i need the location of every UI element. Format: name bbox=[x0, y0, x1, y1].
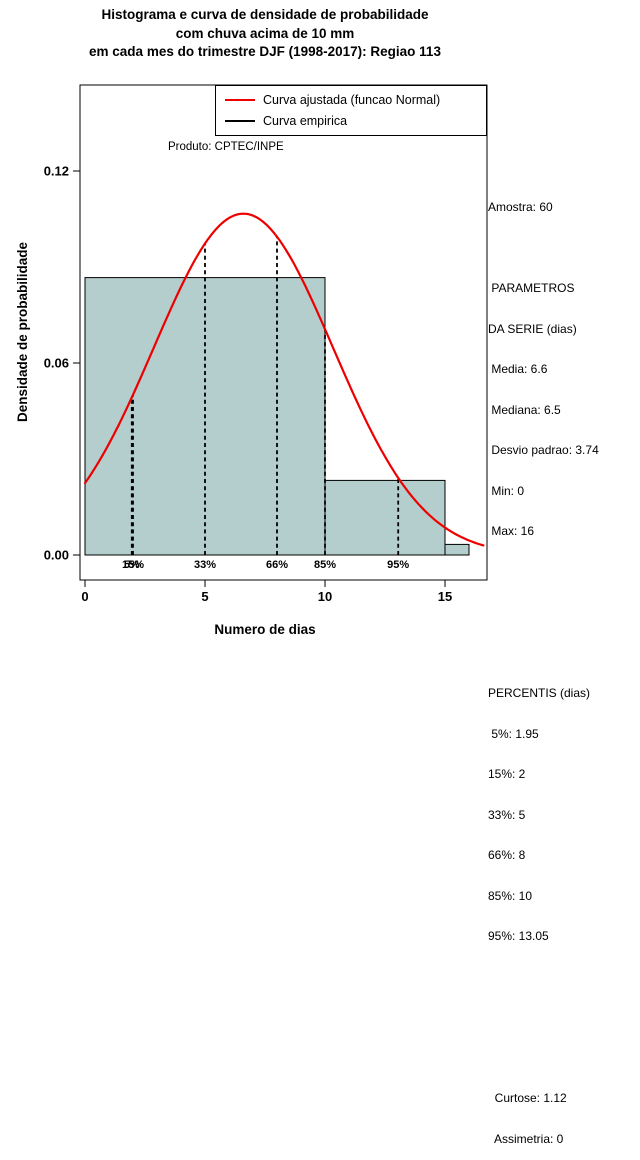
stats-line-p5: 5%: 1.95 bbox=[488, 726, 539, 741]
x-tick-label: 0 bbox=[81, 589, 88, 604]
stats-panel: Amostra: 60 PARAMETROS DA SERIE (dias) M… bbox=[488, 174, 599, 1160]
stats-line-blank bbox=[488, 242, 599, 256]
title-line-2: com chuva acima de 10 mm bbox=[175, 25, 355, 41]
y-tick-label: 0.00 bbox=[44, 548, 69, 563]
stats-line-blank bbox=[488, 606, 599, 620]
percentile-label: 85% bbox=[314, 559, 336, 571]
empirical-curve-label: Curva empirica bbox=[263, 114, 348, 128]
stats-line-blank bbox=[488, 566, 599, 580]
stats-line-p15: 15%: 2 bbox=[488, 767, 526, 781]
legend-item-fitted-curve: Curva ajustada (funcao Normal) bbox=[225, 93, 486, 107]
stats-line-max: Max: 16 bbox=[488, 524, 535, 538]
stats-line-min: Min: 0 bbox=[488, 483, 525, 498]
percentile-label: 15% bbox=[122, 559, 144, 571]
x-tick-label: 10 bbox=[318, 589, 332, 604]
legend-item-empirical-curve: Curva empirica bbox=[225, 114, 486, 128]
histogram-bar bbox=[324, 479, 446, 556]
y-tick-label: 0.06 bbox=[44, 356, 69, 371]
empirical-curve-line-swatch bbox=[225, 119, 255, 123]
chart-title: Histograma e curva de densidade de proba… bbox=[0, 6, 530, 62]
stats-line-mediana: Mediana: 6.5 bbox=[488, 402, 561, 417]
stats-line-blank bbox=[488, 647, 599, 661]
stats-line-blank bbox=[488, 1052, 599, 1066]
stats-line-p33: 33%: 5 bbox=[488, 807, 526, 822]
fitted-curve-label: Curva ajustada (funcao Normal) bbox=[263, 93, 441, 107]
stats-line-percentis: PERCENTIS (dias) bbox=[488, 686, 591, 700]
stats-line-p85: 85%: 10 bbox=[488, 888, 533, 903]
density-histogram-plot: 5%15% 33% 66% 85% 95% 0 5 10 15 0.00 0.06 0.12 Numer… bbox=[15, 84, 488, 637]
stats-line-desvio: Desvio padrao: 3.74 bbox=[488, 443, 599, 457]
title-line-1: Histograma e curva de densidade de proba… bbox=[101, 7, 429, 22]
x-axis-title: Numero de dias bbox=[214, 622, 315, 637]
y-tick-label: 0.12 bbox=[44, 164, 69, 179]
stats-line-blank bbox=[488, 1011, 599, 1025]
fitted-curve-line-swatch bbox=[225, 98, 255, 102]
histogram-bar bbox=[444, 543, 470, 556]
stats-line-curtose: Curtose: 1.12 bbox=[488, 1091, 567, 1105]
percentile-label: 33% bbox=[194, 559, 216, 571]
stats-line-parametros: PARAMETROS bbox=[488, 281, 575, 295]
x-tick-label: 5 bbox=[201, 589, 208, 604]
stats-line-p66: 66%: 8 bbox=[488, 848, 526, 862]
percentile-label: 5% bbox=[124, 559, 140, 571]
product-annotation: Produto: CPTEC/INPE bbox=[168, 141, 284, 153]
stats-line-assimetria: Assimetria: 0 bbox=[488, 1131, 564, 1146]
stats-line-media: Media: 6.6 bbox=[488, 362, 548, 376]
stats-line-p95: 95%: 13.05 bbox=[488, 929, 549, 943]
stats-line-amostra: Amostra: 60 bbox=[488, 200, 553, 214]
fitted-normal-curve bbox=[83, 212, 485, 547]
title-line-3: em cada mes do trimestre DJF (1998-2017)… bbox=[89, 44, 441, 59]
percentile-label: 66% bbox=[266, 559, 288, 571]
legend: Curva ajustada (funcao Normal) Curva emp… bbox=[215, 85, 487, 136]
percentile-label: 95% bbox=[387, 559, 409, 571]
stats-line-blank bbox=[488, 971, 599, 985]
x-tick-label: 15 bbox=[438, 589, 452, 604]
y-axis-title: Densidade de probabilidade bbox=[15, 241, 30, 422]
stats-line-da-serie: DA SERIE (dias) bbox=[488, 321, 577, 336]
